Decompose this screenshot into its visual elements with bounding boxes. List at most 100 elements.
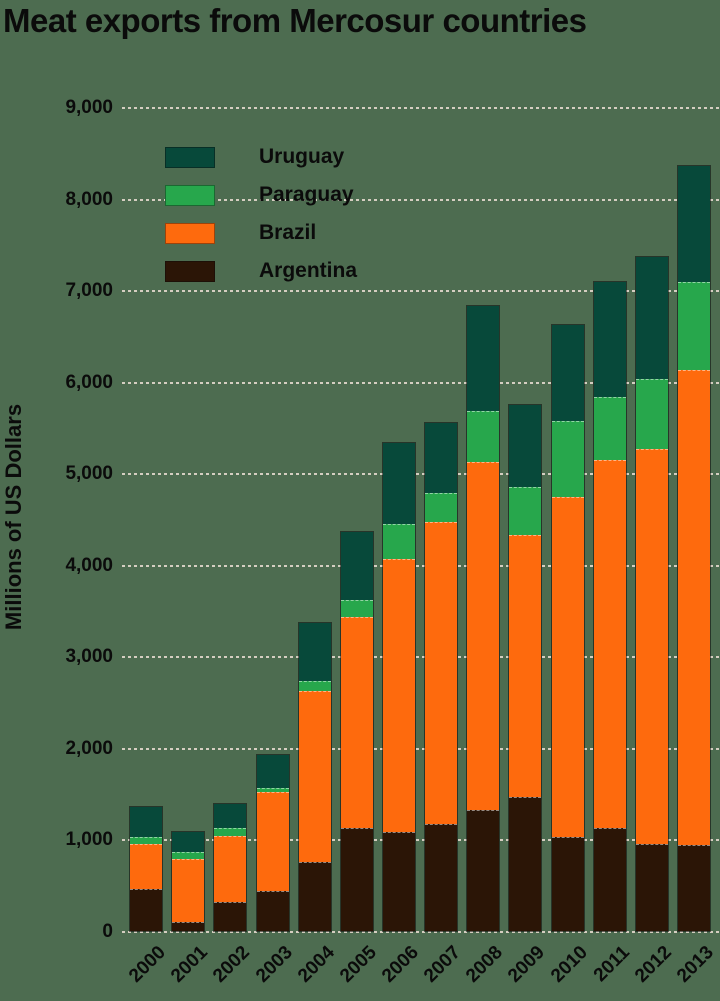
y-tick-label-7000: 7,000 (65, 280, 113, 302)
bar-segment-2004-argentina (298, 861, 331, 931)
bar-segment-2008-brazil (467, 462, 500, 811)
bar-segment-2004-paraguay (298, 681, 331, 692)
legend-item-uruguay: Uruguay (165, 146, 344, 168)
y-tick-label-4000: 4,000 (65, 554, 113, 576)
legend-swatch-argentina (165, 260, 215, 282)
bar-segment-2005-paraguay (340, 600, 373, 617)
legend-item-brazil: Brazil (165, 222, 316, 244)
legend-swatch-brazil (165, 222, 215, 244)
bar-segment-2004-brazil (298, 691, 331, 862)
bar-segment-2000-argentina (130, 888, 163, 931)
bar-segment-2002-uruguay (214, 804, 247, 828)
bar-2010 (550, 324, 585, 932)
bar-segment-2006-uruguay (382, 442, 415, 524)
bar-segment-2001-paraguay (172, 851, 205, 859)
bar-segment-2000-uruguay (130, 806, 163, 838)
bar-segment-2002-argentina (214, 901, 247, 931)
bar-segment-2009-paraguay (509, 486, 542, 536)
legend-label-uruguay: Uruguay (259, 145, 345, 168)
bar-2003 (255, 753, 290, 932)
y-tick-label-6000: 6,000 (65, 371, 113, 393)
bar-segment-2001-uruguay (172, 831, 205, 852)
bar-segment-2008-argentina (467, 810, 500, 931)
bar-segment-2006-argentina (382, 832, 415, 931)
gridline-6000 (122, 381, 720, 384)
bar-segment-2003-uruguay (256, 754, 289, 788)
bar-segment-2005-uruguay (340, 532, 373, 601)
bar-segment-2002-brazil (214, 835, 247, 902)
bar-segment-2004-uruguay (298, 623, 331, 682)
bar-2000 (129, 805, 164, 932)
y-tick-label-1000: 1,000 (65, 829, 113, 851)
gridline-1000 (122, 839, 720, 842)
bar-segment-2013-uruguay (677, 165, 710, 283)
bar-2002 (213, 803, 248, 932)
bar-2011 (592, 281, 627, 932)
y-tick-label-9000: 9,000 (65, 97, 113, 118)
bar-segment-2002-paraguay (214, 827, 247, 836)
bar-segment-2000-paraguay (130, 837, 163, 844)
y-tick-label-8000: 8,000 (65, 188, 113, 210)
bar-segment-2008-paraguay (467, 411, 500, 463)
bar-segment-2003-argentina (256, 890, 289, 931)
bar-2007 (424, 422, 459, 932)
bar-segment-2013-argentina (677, 844, 710, 931)
bar-segment-2003-paraguay (256, 787, 289, 793)
gridline-8000 (122, 198, 720, 201)
bar-segment-2008-uruguay (467, 305, 500, 412)
bar-segment-2006-brazil (382, 559, 415, 833)
bar-segment-2011-brazil (593, 460, 626, 828)
bar-segment-2000-brazil (130, 843, 163, 889)
bar-segment-2005-brazil (340, 616, 373, 828)
bar-segment-2011-argentina (593, 827, 626, 931)
bar-segment-2013-paraguay (677, 282, 710, 371)
legend-item-paraguay: Paraguay (165, 184, 354, 206)
bar-2004 (297, 622, 332, 932)
y-tick-label-0: 0 (102, 921, 113, 942)
legend-swatch-paraguay (165, 184, 215, 206)
gridline-9000 (122, 107, 720, 109)
bar-segment-2013-brazil (677, 370, 710, 845)
bar-segment-2009-argentina (509, 796, 542, 931)
gridline-5000 (122, 473, 720, 476)
gridline-7000 (122, 290, 720, 293)
y-axis-title: Millions of US Dollars (1, 403, 26, 631)
legend-item-argentina: Argentina (165, 260, 357, 282)
bar-2001 (171, 830, 206, 932)
bar-2008 (466, 304, 501, 932)
bar-segment-2010-argentina (551, 837, 584, 931)
bar-2013 (676, 164, 711, 932)
gridline-0 (122, 931, 720, 933)
bar-segment-2007-argentina (425, 823, 458, 931)
legend-label-brazil: Brazil (259, 221, 317, 244)
bar-segment-2006-paraguay (382, 523, 415, 560)
bar-segment-2012-paraguay (635, 379, 668, 450)
bar-segment-2001-argentina (172, 921, 205, 931)
y-tick-label-5000: 5,000 (65, 463, 113, 485)
bar-segment-2012-brazil (635, 449, 668, 844)
bar-segment-2001-brazil (172, 858, 205, 922)
bar-segment-2010-brazil (551, 497, 584, 838)
bar-segment-2010-uruguay (551, 325, 584, 421)
bar-2006 (381, 441, 416, 932)
y-tick-label-3000: 3,000 (65, 646, 113, 668)
bar-segment-2011-paraguay (593, 397, 626, 461)
y-tick-label-2000: 2,000 (65, 737, 113, 759)
gridline-2000 (122, 747, 720, 750)
legend-label-argentina: Argentina (259, 259, 358, 282)
bar-segment-2010-paraguay (551, 420, 584, 498)
legend-swatch-uruguay (165, 146, 215, 168)
bar-2005 (339, 531, 374, 932)
bar-segment-2009-brazil (509, 535, 542, 797)
bar-segment-2012-argentina (635, 843, 668, 931)
bar-segment-2012-uruguay (635, 257, 668, 380)
bar-segment-2011-uruguay (593, 282, 626, 398)
bar-segment-2003-brazil (256, 792, 289, 891)
bar-segment-2007-paraguay (425, 493, 458, 523)
bar-segment-2009-uruguay (509, 404, 542, 487)
bar-segment-2007-uruguay (425, 423, 458, 494)
legend-label-paraguay: Paraguay (259, 183, 354, 206)
gridline-3000 (122, 656, 720, 659)
bar-segment-2007-brazil (425, 522, 458, 824)
